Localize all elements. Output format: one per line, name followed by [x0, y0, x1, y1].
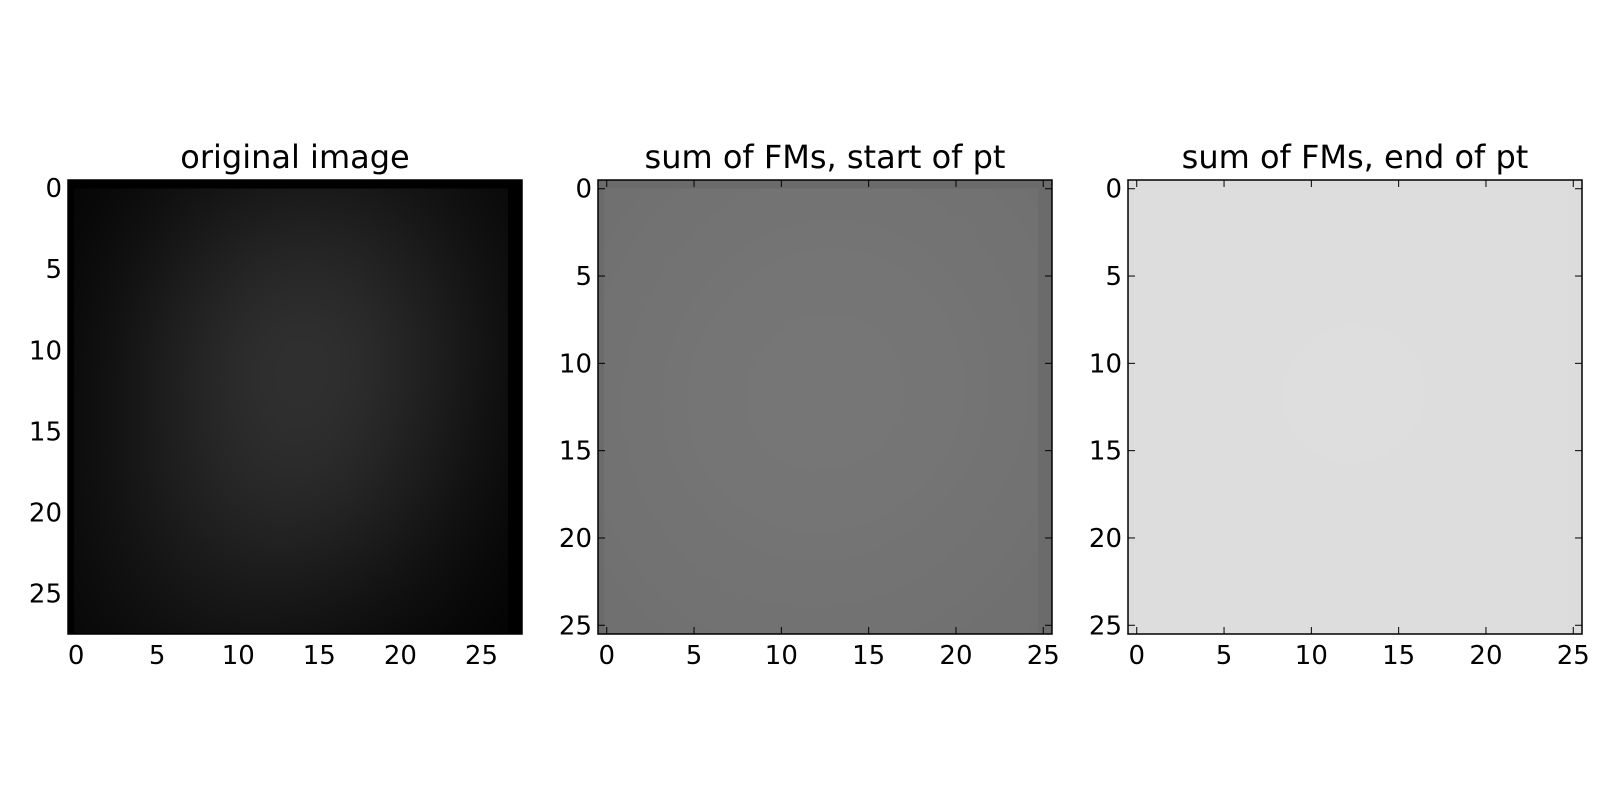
y-tick-label: 0	[45, 174, 62, 204]
digit-blob	[398, 252, 438, 270]
y-tick-label: 10	[1089, 349, 1122, 379]
digit-blob	[711, 290, 744, 317]
panel-3: sum of FMs, end of pt0 5 10 15 20 25051015202…	[1089, 138, 1590, 671]
y-tick-label: 15	[559, 437, 592, 467]
x-tick-label: 5	[1216, 641, 1233, 671]
panel-2: sum of FMs, start of pt0 5 10 15 20 250510152…	[559, 138, 1060, 671]
digit-blob	[1241, 290, 1274, 317]
y-tick-label: 10	[559, 349, 592, 379]
digit-stroke	[119, 282, 398, 586]
x-tick-label: 20	[939, 641, 972, 671]
y-tick-label: 20	[559, 524, 592, 554]
panel-title: sum of FMs, start of pt	[645, 138, 1006, 176]
x-tick-label: 10	[765, 641, 798, 671]
digit-stroke	[649, 282, 928, 586]
y-tick-label: 0	[575, 175, 592, 205]
axes-frame	[67, 179, 523, 635]
axes-frame	[1127, 179, 1583, 635]
x-tick-label: 0	[598, 641, 615, 671]
y-tick-label: 10	[29, 336, 62, 366]
x-tick-label: 10	[222, 641, 255, 671]
y-tick-label: 5	[1105, 262, 1122, 292]
x-tick-label: 0	[68, 641, 85, 671]
digit-stroke	[1397, 253, 1436, 327]
x-tick-label: 20	[384, 641, 417, 671]
digit-image	[1179, 238, 1523, 586]
digit-image	[649, 238, 993, 586]
y-tick-label: 15	[29, 417, 62, 447]
y-tick-label: 20	[1089, 524, 1122, 554]
y-tick-label: 0	[1105, 175, 1122, 205]
y-tick-label: 20	[29, 498, 62, 528]
x-tick-label: 0	[1128, 641, 1145, 671]
y-tick-label: 25	[1089, 611, 1122, 641]
y-tick-label: 5	[575, 262, 592, 292]
digit-stroke	[337, 253, 376, 327]
digit-image	[119, 238, 463, 586]
digit-blob	[1458, 252, 1498, 270]
y-tick-label: 25	[29, 579, 62, 609]
y-tick-label: 25	[559, 611, 592, 641]
digit-stroke	[867, 253, 906, 327]
y-tick-label: 15	[1089, 437, 1122, 467]
x-tick-label: 25	[1027, 641, 1060, 671]
x-tick-label: 25	[465, 641, 498, 671]
x-tick-label: 10	[1295, 641, 1328, 671]
panel-title: original image	[180, 138, 409, 176]
x-tick-label: 15	[303, 641, 336, 671]
panel-1: original image 0 5 10 15 20 25 0 5 10 15 20 25	[29, 138, 523, 671]
x-tick-label: 5	[149, 641, 166, 671]
digit-blob	[928, 252, 968, 270]
digit-stroke	[1179, 282, 1458, 586]
x-tick-label: 15	[1382, 641, 1415, 671]
panel-title: sum of FMs, end of pt	[1182, 138, 1529, 176]
y-tick-label: 5	[45, 255, 62, 285]
axes-frame	[597, 179, 1053, 635]
x-tick-label: 25	[1557, 641, 1590, 671]
x-tick-label: 15	[852, 641, 885, 671]
x-tick-label: 5	[686, 641, 703, 671]
x-tick-label: 20	[1469, 641, 1502, 671]
digit-blob	[181, 290, 214, 317]
